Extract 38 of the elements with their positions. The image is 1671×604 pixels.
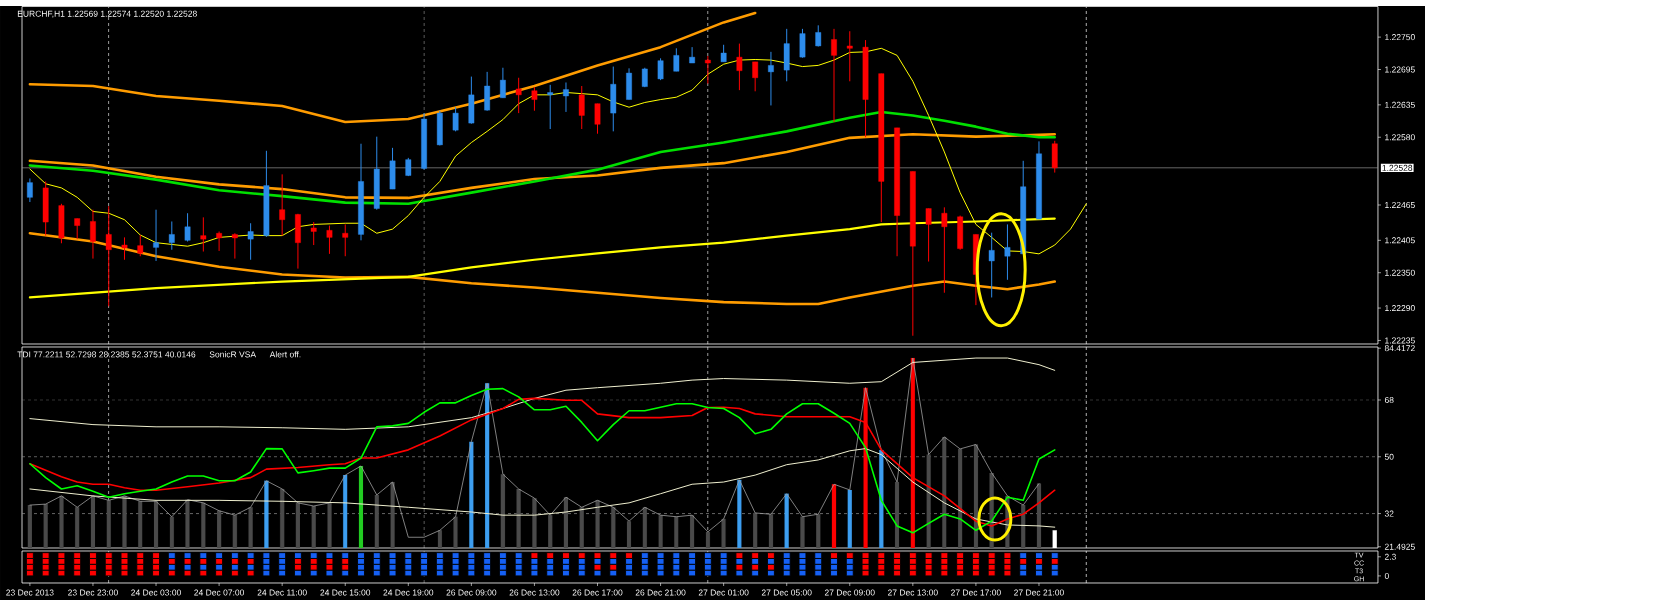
y-tick-label: 1.22350 — [1385, 269, 1415, 276]
x-tick-label: 27 Dec 13:00 — [887, 589, 938, 596]
y-tick-label: 1.22405 — [1385, 237, 1415, 244]
x-tick-label: 26 Dec 21:00 — [635, 589, 686, 596]
y-tick-label: 1.22235 — [1385, 337, 1415, 344]
x-tick-label: 27 Dec 17:00 — [951, 589, 1001, 596]
y-tick-label: 1.22290 — [1385, 305, 1415, 312]
x-tick-label: 27 Dec 21:00 — [1014, 589, 1064, 596]
x-tick-label: 24 Dec 03:00 — [131, 589, 181, 596]
annotation: Alert off. — [269, 351, 301, 358]
x-tick-label: 24 Dec 11:00 — [257, 589, 307, 596]
y-tick-label: 1.22750 — [1385, 34, 1415, 41]
x-tick-label: 23 Dec 23:00 — [68, 589, 118, 596]
chart-title: TDI 77.2211 52.7298 28.2385 52.3751 40.0146 — [17, 351, 196, 358]
y-tick-label: 84.4172 — [1384, 345, 1415, 352]
y-tick-label: 1.22695 — [1385, 66, 1415, 73]
x-tick-label: 24 Dec 19:00 — [383, 589, 434, 596]
y-tick-label: 32 — [1384, 510, 1394, 517]
x-tick-label: 24 Dec 15:00 — [320, 589, 371, 596]
ref-line-label: 1.22528 — [1382, 164, 1413, 171]
x-tick-label: 23 Dec 2013 — [6, 589, 54, 596]
y-tick-label: 21.4925 — [1384, 543, 1415, 550]
y-tick-label: 0 — [1384, 572, 1389, 579]
y-tick-label: 68 — [1384, 397, 1394, 403]
y-tick-label: 50 — [1384, 453, 1394, 460]
x-tick-label: 27 Dec 01:00 — [698, 589, 749, 596]
annotation: SonicR VSA — [209, 351, 257, 358]
x-tick-label: 27 Dec 05:00 — [761, 589, 812, 596]
x-tick-label: 26 Dec 09:00 — [446, 589, 497, 596]
y-tick-label: 1.22635 — [1385, 101, 1415, 108]
chart-title: EURCHF,H1 1.22569 1.22574 1.22520 1.22528 — [17, 10, 197, 18]
y-tick-label: 2.3 — [1384, 553, 1396, 560]
y-tick-label: 1.22465 — [1385, 201, 1415, 208]
x-tick-label: 24 Dec 07:00 — [194, 589, 245, 596]
x-tick-label: 26 Dec 13:00 — [509, 589, 560, 596]
x-tick-label: 26 Dec 17:00 — [572, 589, 623, 596]
x-tick-label: 27 Dec 09:00 — [824, 589, 875, 596]
y-tick-label: 1.22580 — [1385, 134, 1415, 141]
